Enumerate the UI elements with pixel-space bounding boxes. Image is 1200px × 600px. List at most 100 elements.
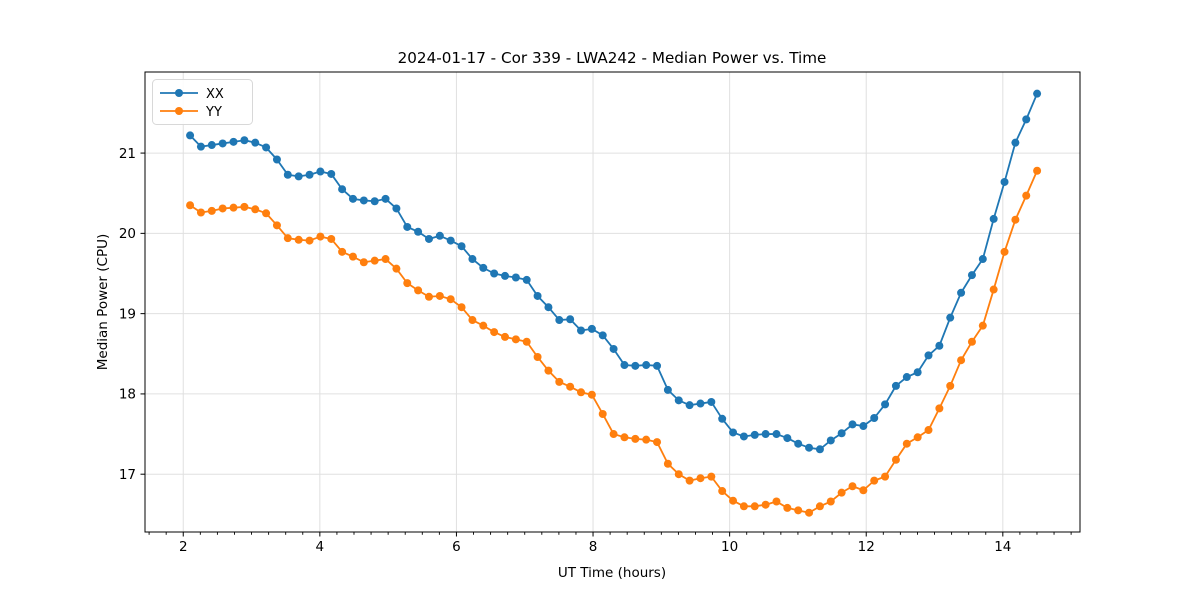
data-point bbox=[381, 194, 390, 203]
y-tick-label: 18 bbox=[119, 387, 136, 403]
x-tick-label: 10 bbox=[721, 539, 738, 555]
data-point bbox=[620, 433, 629, 442]
data-point bbox=[207, 206, 216, 215]
data-point bbox=[316, 232, 325, 241]
data-point bbox=[577, 388, 586, 397]
data-point bbox=[262, 209, 271, 218]
data-point bbox=[587, 390, 596, 399]
data-point bbox=[294, 235, 303, 244]
data-point bbox=[544, 366, 553, 375]
data-point bbox=[457, 303, 466, 312]
data-point bbox=[272, 221, 281, 230]
data-point bbox=[251, 138, 260, 147]
data-point bbox=[359, 196, 368, 205]
y-tick-label: 17 bbox=[119, 467, 136, 483]
legend-entry-marker bbox=[175, 107, 183, 115]
data-point bbox=[283, 170, 292, 179]
x-tick-label: 8 bbox=[589, 539, 598, 555]
y-tick-label: 21 bbox=[119, 146, 136, 162]
data-point bbox=[251, 205, 260, 214]
legend-entry-label: YY bbox=[205, 105, 222, 120]
data-point bbox=[229, 203, 238, 212]
x-axis-label: UT Time (hours) bbox=[558, 565, 666, 581]
data-point bbox=[186, 131, 195, 140]
data-point bbox=[294, 172, 303, 181]
data-point bbox=[718, 414, 727, 423]
data-point bbox=[913, 368, 922, 377]
data-point bbox=[989, 214, 998, 223]
data-point bbox=[631, 361, 640, 370]
data-point bbox=[685, 476, 694, 485]
data-point bbox=[240, 202, 249, 211]
data-point bbox=[837, 429, 846, 438]
data-point bbox=[935, 341, 944, 350]
series-line-XX bbox=[189, 93, 1038, 451]
data-point bbox=[707, 472, 716, 481]
data-point bbox=[479, 321, 488, 330]
series-line-YY bbox=[189, 170, 1038, 514]
data-point bbox=[533, 291, 542, 300]
data-point bbox=[978, 321, 987, 330]
data-point bbox=[566, 315, 575, 324]
data-point bbox=[772, 430, 781, 439]
data-point bbox=[522, 337, 531, 346]
data-point bbox=[424, 292, 433, 301]
data-point bbox=[359, 258, 368, 267]
data-point bbox=[696, 474, 705, 483]
data-point bbox=[381, 255, 390, 264]
legend: XX YY bbox=[152, 79, 253, 125]
data-point bbox=[761, 500, 770, 509]
x-tick-label: 4 bbox=[316, 539, 325, 555]
legend-entry-marker bbox=[175, 89, 183, 97]
data-point bbox=[729, 428, 738, 437]
data-point bbox=[511, 273, 520, 282]
data-point bbox=[707, 397, 716, 406]
legend-box bbox=[152, 79, 253, 125]
data-point bbox=[761, 430, 770, 439]
x-tick-label: 12 bbox=[858, 539, 875, 555]
data-point bbox=[555, 316, 564, 325]
data-point bbox=[653, 438, 662, 447]
data-point bbox=[446, 295, 455, 304]
grid-layer bbox=[145, 72, 1080, 532]
data-point bbox=[490, 269, 499, 278]
data-point bbox=[370, 197, 379, 206]
data-point bbox=[729, 496, 738, 505]
data-point bbox=[696, 399, 705, 408]
data-point bbox=[837, 488, 846, 497]
data-point bbox=[414, 227, 423, 236]
data-point bbox=[392, 204, 401, 213]
data-point bbox=[305, 236, 314, 245]
y-tick-label: 19 bbox=[119, 306, 136, 322]
data-point bbox=[685, 401, 694, 410]
data-point bbox=[1011, 215, 1020, 224]
data-point bbox=[718, 487, 727, 496]
data-point bbox=[196, 208, 205, 217]
data-point bbox=[446, 236, 455, 245]
data-point bbox=[370, 256, 379, 265]
data-point bbox=[1000, 247, 1009, 256]
data-point bbox=[1022, 115, 1031, 124]
data-point bbox=[989, 285, 998, 294]
data-point bbox=[522, 275, 531, 284]
data-point bbox=[479, 263, 488, 272]
data-point bbox=[598, 331, 607, 340]
data-point bbox=[207, 141, 216, 150]
data-point bbox=[739, 432, 748, 441]
data-point bbox=[794, 439, 803, 448]
data-point bbox=[674, 470, 683, 479]
data-point bbox=[327, 234, 336, 243]
data-point bbox=[750, 502, 759, 511]
data-point bbox=[805, 443, 814, 452]
tick-layer: 2 4 6 8 10 12 14 17 18 19 20 21 bbox=[119, 146, 1072, 555]
data-point bbox=[609, 430, 618, 439]
data-point bbox=[663, 385, 672, 394]
data-point bbox=[338, 247, 347, 256]
series-layer bbox=[186, 89, 1042, 517]
data-point bbox=[240, 136, 249, 145]
data-point bbox=[750, 430, 759, 439]
y-axis-label: Median Power (CPU) bbox=[95, 234, 111, 370]
data-point bbox=[392, 264, 401, 273]
data-point bbox=[609, 344, 618, 353]
